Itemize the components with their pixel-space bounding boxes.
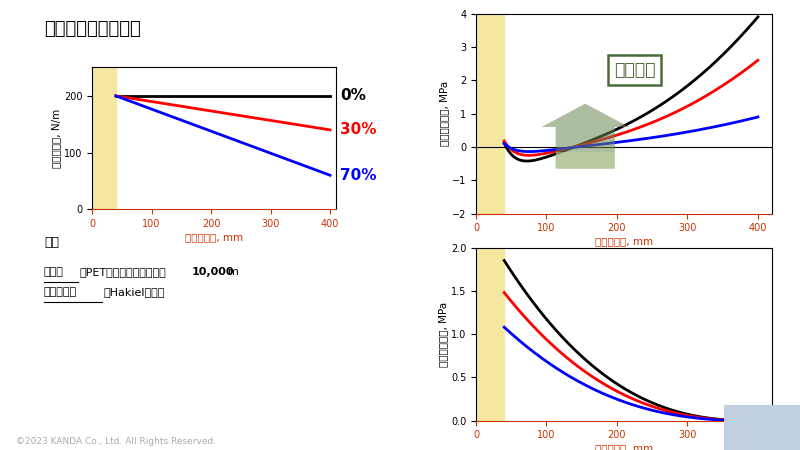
Text: 70%: 70% — [340, 168, 377, 183]
Polygon shape — [542, 104, 629, 169]
Y-axis label: 半径方向応力, MPa: 半径方向応力, MPa — [438, 302, 448, 367]
Bar — [476, 14, 504, 214]
Text: 解析モデル: 解析モデル — [44, 287, 77, 297]
Text: ウェブ: ウェブ — [44, 267, 64, 277]
Text: 30%: 30% — [340, 122, 377, 137]
Bar — [92, 68, 116, 209]
X-axis label: ロール半径, mm: ロール半径, mm — [595, 443, 653, 450]
Bar — [476, 248, 504, 421]
Text: m: m — [228, 267, 239, 277]
Text: ：Hakielモデル: ：Hakielモデル — [104, 287, 166, 297]
Text: 10,000: 10,000 — [192, 267, 234, 277]
Polygon shape — [556, 152, 615, 169]
Y-axis label: 円周方向応力, MPa: 円周方向応力, MPa — [439, 81, 449, 146]
Text: ©2023 KANDA Co., Ltd. All Rights Reserved.: ©2023 KANDA Co., Ltd. All Rights Reserve… — [16, 437, 216, 446]
Text: しわ抑制: しわ抑制 — [614, 61, 655, 79]
X-axis label: ロール半径, mm: ロール半径, mm — [595, 236, 653, 246]
X-axis label: ロール半径, mm: ロール半径, mm — [185, 232, 243, 242]
Text: 条件: 条件 — [44, 237, 59, 249]
Y-axis label: 巻取り張力, N/m: 巻取り張力, N/m — [51, 109, 61, 168]
Text: 内部応力計算の結果: 内部応力計算の結果 — [44, 20, 141, 38]
Text: ：PETフィルム、巻き長：: ：PETフィルム、巻き長： — [80, 267, 166, 277]
Text: 0%: 0% — [340, 88, 366, 104]
